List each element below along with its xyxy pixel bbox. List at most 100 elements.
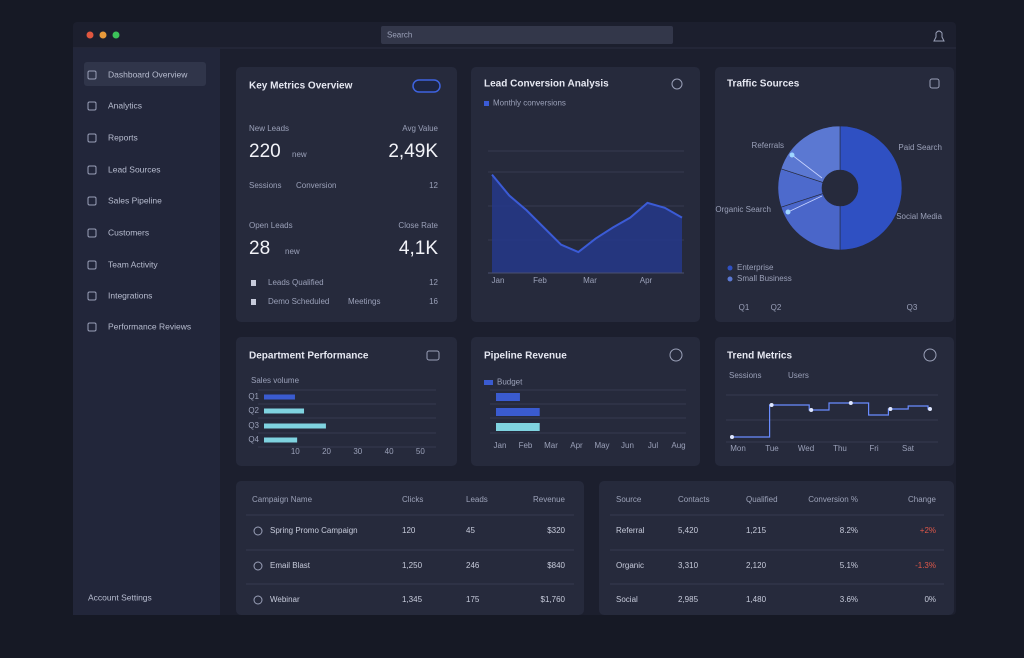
legend-dot [727,265,733,271]
y-label: Q4 [248,435,259,444]
metric-value: 28 [249,238,270,259]
legend-label: Monthly conversions [493,99,566,108]
table-header: Leads [466,495,488,504]
list-item: Demo Scheduled [268,297,329,306]
card [236,67,457,322]
bar [496,408,540,416]
list-item: Meetings [348,297,380,306]
table-header: Qualified [746,495,778,504]
metric-label: Avg Value [402,124,438,133]
donut-label: Social Media [896,212,942,221]
bell-icon[interactable] [933,30,945,42]
table-cell: 5,420 [678,526,699,535]
table-cell: -1.3% [915,561,936,570]
y-label: Q3 [248,421,259,430]
x-tick-label: 50 [416,447,425,456]
axis-label: Sales volume [251,376,300,385]
x-label: Feb [519,441,533,450]
table-cell: 175 [466,595,480,604]
trend-point [730,435,734,439]
bar [496,393,520,401]
list-bullet [251,280,256,286]
card-icon[interactable] [426,350,440,361]
legend-label: Users [788,371,809,380]
table-header: Conversion % [808,495,858,504]
y-label: Q1 [248,392,259,401]
x-label: Jun [621,441,634,450]
nav-item: Customers [108,227,149,237]
nav-icon [87,260,97,270]
nav-item: Integrations [108,290,152,300]
leader [787,195,823,213]
close-dot[interactable] [86,31,94,39]
bar [264,408,305,414]
card-icon[interactable] [929,78,940,89]
table-cell: 1,250 [402,561,423,570]
card [715,337,954,466]
donut-label: Referrals [752,141,784,150]
trend-point [809,408,814,412]
trend-point [928,407,932,411]
metric-label: Close Rate [398,221,438,230]
x-tick-label: 10 [291,447,300,456]
bar [264,437,298,443]
card-icon[interactable] [671,78,683,90]
x-label: Mar [583,276,597,285]
x-label: Q3 [907,303,918,312]
card [471,337,700,466]
toggle[interactable] [412,79,441,93]
x-tick-label: 20 [322,447,331,456]
table-cell: Spring Promo Campaign [270,526,358,535]
donut-label: Paid Search [898,143,942,152]
leader-dot [789,152,795,158]
y-label: Q2 [248,406,259,415]
legend-label: Enterprise [737,263,774,272]
stat-label: Conversion [296,181,336,190]
leader-dot [785,209,791,215]
nav-item: Analytics [108,100,142,110]
table-cell: $840 [547,561,565,570]
table-cell: 1,215 [746,526,767,535]
table-cell: $1,760 [541,595,566,604]
nav-icon [87,165,97,175]
nav-item: Sales Pipeline [108,195,162,205]
stat-value: 12 [429,181,438,190]
table-header: Clicks [402,495,423,504]
row-icon [253,526,263,536]
table-header: Revenue [533,495,566,504]
bar [264,394,295,400]
card [236,337,457,466]
nav-item: Team Activity [108,259,158,269]
list-bullet [251,299,256,305]
nav-item: Lead Sources [108,164,160,174]
card-icon[interactable] [923,348,937,362]
table-cell: 3,310 [678,561,699,570]
card-title: Traffic Sources [727,79,800,90]
minimize-dot[interactable] [99,31,107,39]
maximize-dot[interactable] [112,31,120,39]
card-icon[interactable] [669,348,683,362]
legend-dot [727,276,733,282]
x-label: May [594,441,609,450]
table-header: Contacts [678,495,710,504]
table-cell: $320 [547,526,565,535]
x-tick-label: 30 [353,447,362,456]
metric-label: Open Leads [249,221,293,230]
table-header: Campaign Name [252,495,313,504]
bar [496,423,540,431]
table-cell: Referral [616,526,645,535]
table-cell: 3.6% [840,595,858,604]
area [492,174,682,273]
donut-segment [839,125,903,251]
legend-label: Sessions [729,371,761,380]
metric-value: 4,1K [399,238,438,259]
legend-label: Small Business [737,274,792,283]
trend-point [888,407,893,411]
nav-icon [87,70,97,80]
table-header: Change [908,495,937,504]
search-box[interactable] [381,26,673,44]
card-title: Trend Metrics [727,351,792,362]
table-cell: Organic [616,561,644,570]
x-label: Sat [902,444,915,453]
